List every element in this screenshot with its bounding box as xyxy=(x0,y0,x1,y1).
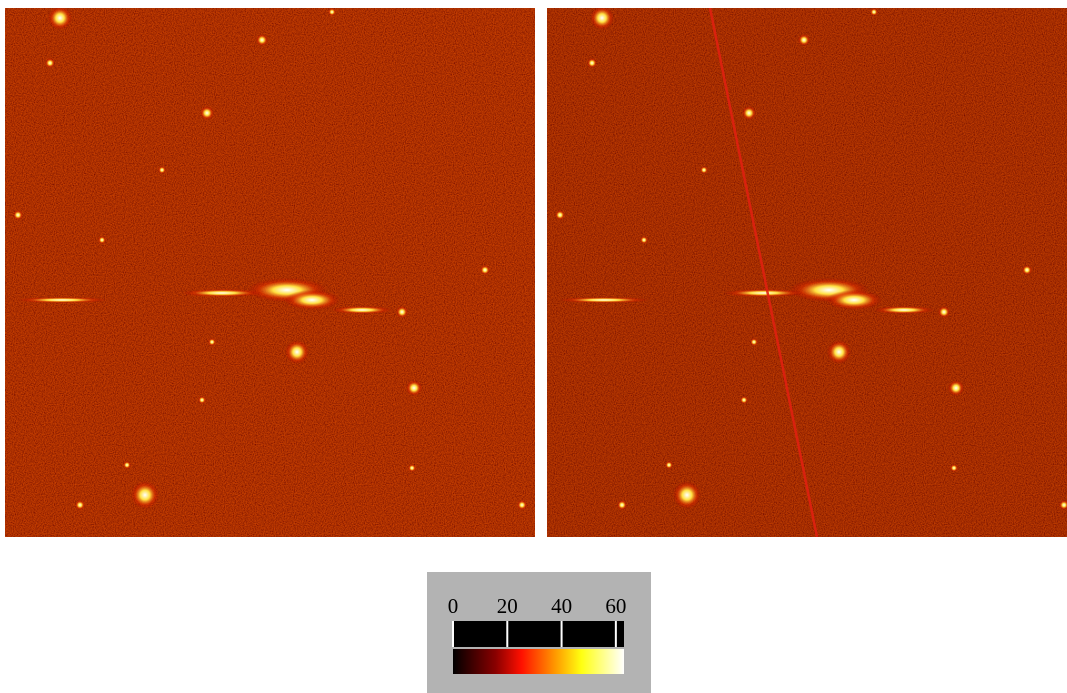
tick-label: 40 xyxy=(551,594,572,618)
colorbar: 0 20 40 60 xyxy=(427,572,651,693)
tick-label: 20 xyxy=(497,594,518,618)
tick-label: 60 xyxy=(605,594,626,618)
left-image xyxy=(5,6,535,537)
right-image xyxy=(547,6,1067,537)
figure: 0 20 40 60 xyxy=(0,0,1067,693)
tick-label: 0 xyxy=(448,594,459,618)
